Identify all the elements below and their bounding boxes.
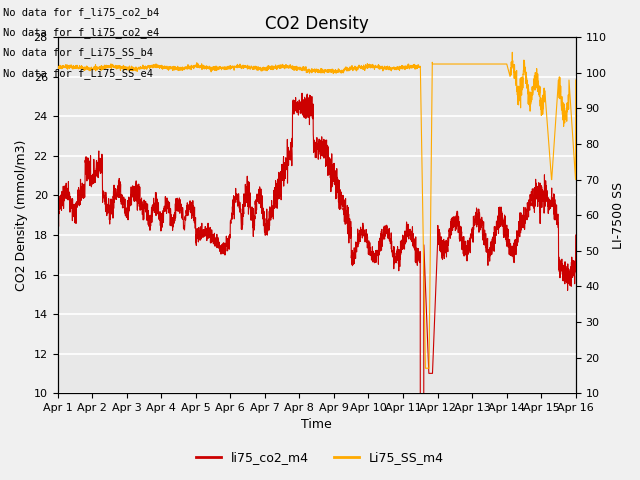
Text: No data for f_Li75_SS_e4: No data for f_Li75_SS_e4	[3, 68, 153, 79]
X-axis label: Time: Time	[301, 419, 332, 432]
Legend: li75_co2_m4, Li75_SS_m4: li75_co2_m4, Li75_SS_m4	[191, 446, 449, 469]
Title: CO2 Density: CO2 Density	[265, 15, 369, 33]
Text: No data for f_li75_co2_e4: No data for f_li75_co2_e4	[3, 27, 159, 38]
Y-axis label: LI-7500 SS: LI-7500 SS	[612, 181, 625, 249]
Text: No data for f_li75_co2_b4: No data for f_li75_co2_b4	[3, 7, 159, 18]
Text: No data for f_Li75_SS_b4: No data for f_Li75_SS_b4	[3, 48, 153, 59]
Y-axis label: CO2 Density (mmol/m3): CO2 Density (mmol/m3)	[15, 140, 28, 291]
